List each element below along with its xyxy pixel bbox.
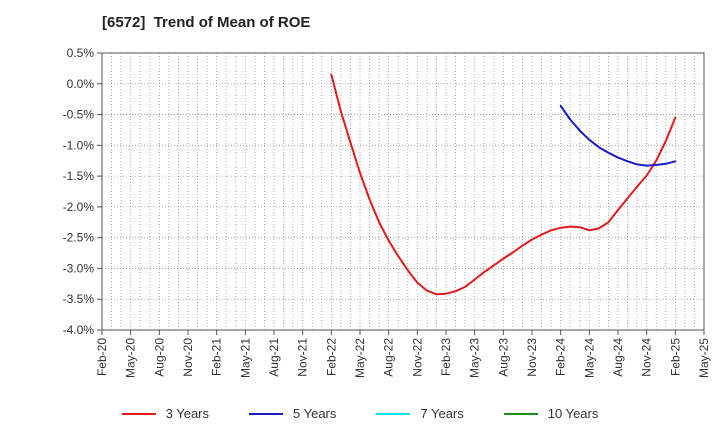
y-tick-label: 0.5% [67, 46, 95, 60]
x-tick-label: May-21 [238, 338, 252, 378]
chart-title: [6572] Trend of Mean of ROE [102, 14, 311, 31]
x-tick-label: Nov-23 [525, 338, 539, 377]
plot-frame [101, 52, 705, 331]
y-tick-label: -3.5% [63, 292, 95, 306]
legend-item-5-years[interactable]: 5 Years [249, 406, 336, 421]
y-tick-label: -2.5% [63, 231, 95, 245]
legend-label-10-years: 10 Years [547, 406, 599, 421]
y-tick-label: -1.5% [63, 169, 95, 183]
x-tick-label: Feb-24 [554, 338, 568, 376]
x-tick-label: Feb-22 [324, 338, 338, 376]
x-axis: Feb-20 May-20 Aug-20 Nov-20 Feb-21 May-21 Aug-… [95, 330, 711, 378]
x-tick-label: Aug-23 [496, 338, 510, 377]
x-tick-label: Nov-21 [296, 338, 310, 377]
y-tick-label: -4.0% [63, 323, 95, 337]
legend-item-3-years[interactable]: 3 Years [121, 406, 209, 421]
series-line-3-years [330, 73, 677, 296]
x-tick-label: Nov-22 [410, 338, 424, 377]
legend-swatch-10-years [503, 412, 538, 415]
x-tick-label: May-20 [124, 338, 138, 378]
legend: 3 Years 5 Years 7 Years 10 Years [0, 406, 720, 421]
series-lines [330, 73, 677, 296]
x-tick-label: Nov-24 [640, 338, 654, 377]
legend-swatch-7-years [376, 412, 411, 415]
legend-swatch-5-years [249, 412, 283, 415]
legend-label-3-years: 3 Years [165, 406, 209, 421]
y-tick-label: -3.0% [63, 261, 95, 275]
x-tick-label: Aug-21 [267, 338, 281, 377]
y-tick-label: -0.5% [63, 108, 95, 122]
legend-item-7-years[interactable]: 7 Years [376, 406, 464, 421]
x-tick-label: Nov-20 [181, 338, 195, 377]
y-tick-label: -1.0% [63, 138, 95, 152]
y-tick-label: -2.0% [63, 200, 95, 214]
legend-label-5-years: 5 Years [293, 406, 337, 421]
x-tick-label: Feb-20 [95, 338, 109, 376]
x-tick-label: Feb-23 [439, 338, 453, 376]
x-tick-label: May-24 [582, 338, 596, 378]
grid [102, 53, 704, 330]
y-axis: 0.5% 0.0% -0.5% -1.0% -1.5% -2.0% -2.5% -3.0% -3… [63, 46, 102, 337]
series-line-5-years [559, 104, 677, 167]
y-tick-label: 0.0% [67, 77, 95, 91]
x-tick-label: Aug-24 [611, 338, 625, 377]
x-tick-label: Feb-21 [210, 338, 224, 376]
x-tick-label: Feb-25 [668, 338, 682, 376]
x-tick-label: Aug-22 [382, 338, 396, 377]
x-tick-label: May-23 [468, 338, 482, 378]
legend-label-7-years: 7 Years [420, 406, 464, 421]
legend-swatch-3-years [121, 412, 156, 415]
x-tick-label: May-25 [697, 338, 711, 378]
plot-area-border [101, 52, 705, 331]
x-tick-label: Aug-20 [152, 338, 166, 377]
x-tick-label: May-22 [353, 338, 367, 378]
legend-item-10-years[interactable]: 10 Years [503, 406, 599, 421]
